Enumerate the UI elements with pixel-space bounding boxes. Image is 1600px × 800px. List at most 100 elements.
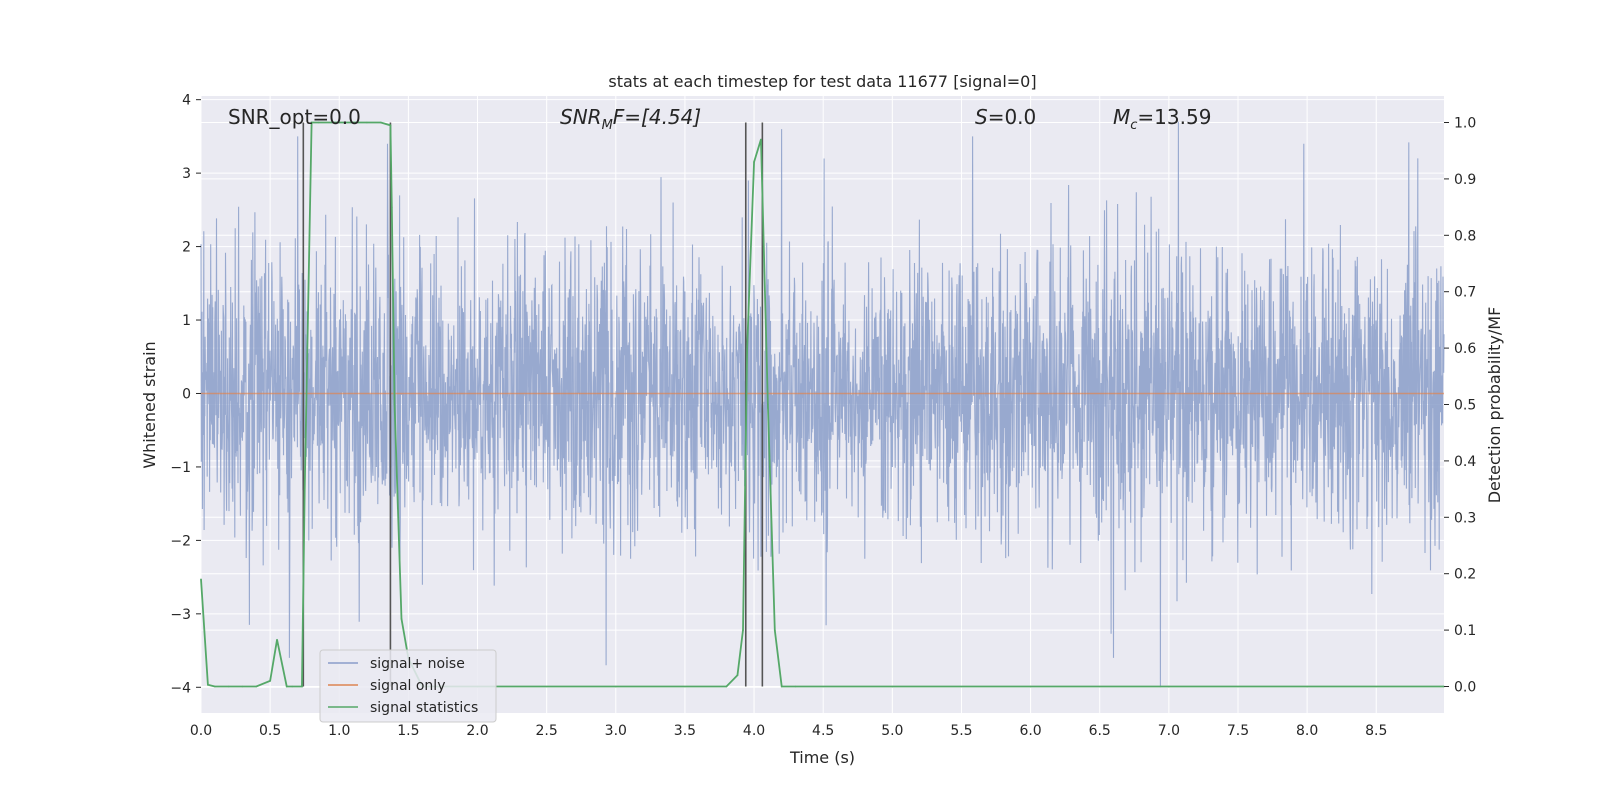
x-tick-label: 2.0 bbox=[466, 723, 488, 739]
y-tick-label-left: 2 bbox=[182, 240, 191, 256]
y-tick-label-left: −4 bbox=[170, 680, 191, 696]
y-tick-label-right: 0.1 bbox=[1454, 623, 1476, 639]
signal-statistics-point bbox=[773, 629, 776, 631]
x-tick-label: 8.0 bbox=[1296, 723, 1318, 739]
signal-statistics-point bbox=[291, 685, 294, 688]
signal-statistics-point bbox=[1306, 685, 1308, 688]
signal-statistics-line bbox=[200, 121, 1444, 688]
y-tick-label-right: 0.6 bbox=[1454, 341, 1476, 357]
y-axis-label-right: Detection probability/MF bbox=[1485, 307, 1504, 504]
x-tick-label: 6.0 bbox=[1019, 723, 1041, 739]
y-tick-label-right: 0.4 bbox=[1454, 454, 1476, 470]
legend-label-signal-noise: signal+ noise bbox=[370, 656, 465, 672]
x-tick-label: 7.5 bbox=[1227, 723, 1249, 739]
tick-labels: 0.0 0.5 1.0 1.5 2.0 2.5 3.0 3.5 4.0 4.5 5.0 5.5 6.0 6… bbox=[170, 93, 1476, 739]
signal-statistics-point bbox=[794, 685, 797, 688]
y-tick-label-right: 0.0 bbox=[1454, 679, 1476, 695]
legend-label-signal-only: signal only bbox=[370, 678, 445, 694]
signal-statistics-point bbox=[366, 121, 368, 124]
signal-statistics-point bbox=[891, 685, 894, 688]
signal-statistics-point bbox=[317, 121, 320, 124]
x-tick-label: 6.5 bbox=[1089, 723, 1111, 739]
signal-statistics-point bbox=[736, 674, 739, 677]
y-tick-label-right: 1.0 bbox=[1454, 116, 1476, 132]
legend-label-signal-statistics: signal statistics bbox=[370, 700, 478, 716]
signal-statistics-point bbox=[301, 685, 303, 688]
y-tick-label-right: 0.8 bbox=[1454, 228, 1476, 244]
y-tick-label-right: 0.2 bbox=[1454, 567, 1476, 583]
signal-statistics-point bbox=[725, 685, 728, 688]
x-tick-label: 5.5 bbox=[950, 723, 972, 739]
annotation-mc: Mc=13.59 bbox=[1113, 105, 1211, 133]
legend-box bbox=[319, 649, 497, 723]
signal-statistics-point bbox=[303, 488, 306, 490]
annotation-s: S=0.0 bbox=[975, 105, 1036, 129]
y-tick-label-left: 3 bbox=[182, 166, 191, 182]
signal-statistics-point bbox=[241, 685, 244, 688]
x-tick-label: 3.0 bbox=[605, 723, 627, 739]
x-tick-label: 2.5 bbox=[536, 723, 558, 739]
annotation-snr-opt: SNR_opt=0.0 bbox=[228, 105, 361, 129]
signal-statistics-point bbox=[338, 121, 341, 124]
y-tick-label-left: 0 bbox=[182, 386, 191, 402]
signal-statistics-point bbox=[269, 680, 271, 682]
signal-statistics-point bbox=[746, 347, 748, 349]
signal-statistics-point bbox=[255, 685, 258, 688]
annotation-s-main: S bbox=[975, 105, 988, 129]
annotation-mc-sub: c bbox=[1130, 118, 1137, 133]
signal-statistics-point bbox=[200, 578, 202, 581]
y-tick-label-left: −3 bbox=[170, 607, 191, 623]
signal-statistics-point bbox=[780, 685, 783, 688]
signal-statistics-point bbox=[389, 124, 392, 127]
y-axis-label-left: Whitened strain bbox=[140, 341, 159, 468]
signal-statistics-point bbox=[285, 685, 288, 688]
y-tick-label-left: −2 bbox=[170, 533, 191, 549]
x-tick-label: 4.5 bbox=[812, 723, 834, 739]
signal-statistics-point bbox=[1168, 685, 1170, 688]
annotation-snr-mf-main: SNR bbox=[560, 105, 602, 129]
annotation-mc-main: M bbox=[1113, 105, 1130, 129]
x-tick-label: 5.0 bbox=[881, 723, 903, 739]
signal-statistics-point bbox=[214, 685, 216, 688]
x-tick-label: 3.5 bbox=[674, 723, 696, 739]
y-tick-label-left: −1 bbox=[170, 460, 191, 476]
signal-statistics-point bbox=[400, 618, 403, 620]
signal-noise-line bbox=[200, 121, 1445, 688]
y-tick-label-right: 0.7 bbox=[1454, 285, 1476, 301]
series-signal-noise bbox=[200, 121, 1445, 688]
x-tick-label: 1.0 bbox=[328, 723, 350, 739]
signal-statistics-point bbox=[310, 121, 313, 124]
x-tick-label: 0.0 bbox=[190, 723, 212, 739]
signal-statistics-point bbox=[760, 138, 762, 141]
annotation-mc-rest: =13.59 bbox=[1137, 105, 1211, 129]
legend: signal+ noise signal only signal statist… bbox=[319, 649, 497, 723]
y-tick-label-right: 0.9 bbox=[1454, 172, 1476, 188]
signal-statistics-point bbox=[753, 161, 755, 163]
chart-title: stats at each timestep for test data 116… bbox=[608, 72, 1036, 91]
signal-statistics-point bbox=[276, 638, 278, 641]
signal-statistics-point bbox=[742, 629, 744, 631]
x-tick-label: 0.5 bbox=[259, 723, 281, 739]
y-tick-label-right: 0.5 bbox=[1454, 398, 1476, 414]
x-axis-label: Time (s) bbox=[789, 748, 855, 767]
x-tick-label: 7.0 bbox=[1158, 723, 1180, 739]
signal-statistics-point bbox=[1029, 685, 1032, 688]
signal-statistics-point bbox=[227, 685, 230, 688]
y-tick-label-left: 4 bbox=[182, 93, 191, 109]
annotation-snr-mf: SNRMF=[4.54] bbox=[560, 105, 701, 133]
signal-statistics-point bbox=[379, 121, 382, 124]
signal-statistics-point bbox=[767, 403, 769, 406]
x-tick-label: 1.5 bbox=[397, 723, 419, 739]
signal-statistics-point bbox=[614, 685, 617, 688]
y-tick-label-right: 0.3 bbox=[1454, 510, 1476, 526]
x-tick-label: 4.0 bbox=[743, 723, 765, 739]
annotation-s-rest: =0.0 bbox=[988, 105, 1037, 129]
signal-statistics-point bbox=[391, 206, 393, 208]
annotation-snr-mf-sub: M bbox=[602, 118, 613, 133]
annotation-snr-mf-rest: F=[4.54] bbox=[613, 105, 701, 129]
x-tick-label: 8.5 bbox=[1365, 723, 1387, 739]
signal-statistics-point bbox=[207, 684, 209, 686]
signal-statistics-point bbox=[393, 403, 396, 406]
y-tick-label-left: 1 bbox=[182, 313, 191, 329]
